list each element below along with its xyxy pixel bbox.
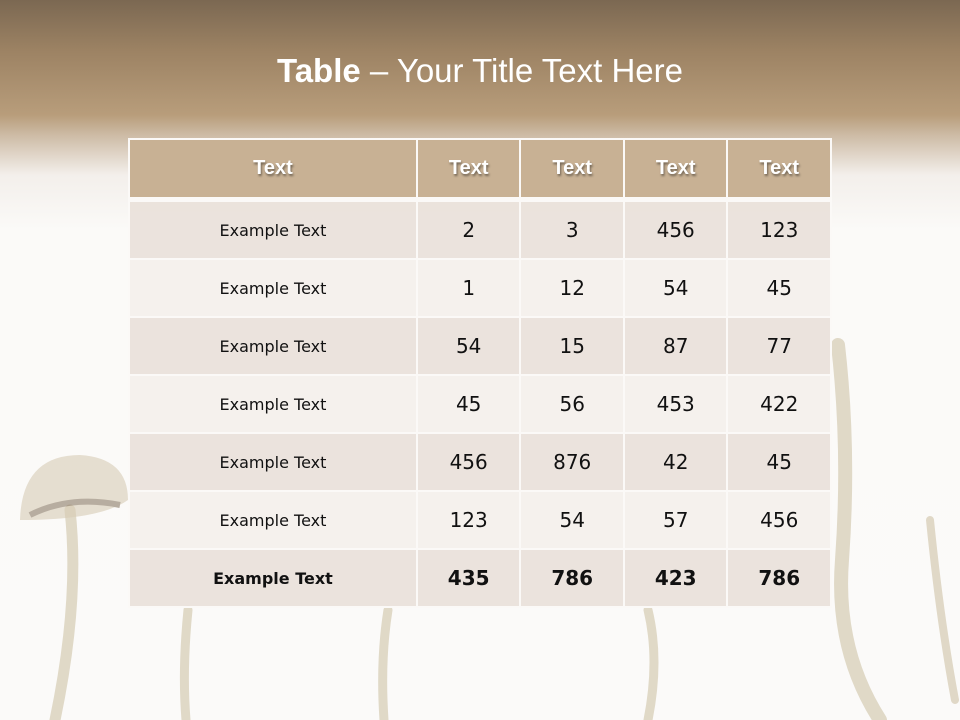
row-label-cell: Example Text [128,374,418,434]
value-cell: 54 [519,490,625,550]
value-cell: 2 [415,198,522,260]
value-cell: 45 [726,432,832,492]
value-cell: 876 [519,432,625,492]
table-header-row: Text Text Text Text Text [128,138,832,202]
value-cell: 12 [519,258,625,318]
value-cell: 1 [415,258,522,318]
value-cell: 456 [726,490,832,550]
value-cell: 422 [726,374,832,434]
value-cell: 786 [726,548,832,608]
table-row: Example Text 45 56 453 422 [128,374,832,434]
value-cell: 87 [622,316,729,376]
table-total-row: Example Text 435 786 423 786 [128,548,832,608]
value-cell: 77 [726,316,832,376]
row-label-cell: Example Text [128,316,418,376]
value-cell: 45 [726,258,832,318]
column-header: Text [622,138,729,202]
column-header: Text [415,138,522,202]
value-cell: 456 [622,198,729,260]
table-row: Example Text 123 54 57 456 [128,490,832,550]
table-row: Example Text 456 876 42 45 [128,432,832,492]
value-cell: 453 [622,374,729,434]
row-label-cell: Example Text [128,198,418,260]
value-cell: 56 [519,374,625,434]
table-row: Example Text 2 3 456 123 [128,198,832,260]
table-row: Example Text 54 15 87 77 [128,316,832,376]
column-header: Text [726,138,832,202]
value-cell: 786 [519,548,625,608]
value-cell: 3 [519,198,625,260]
value-cell: 456 [415,432,522,492]
value-cell: 42 [622,432,729,492]
row-label-cell: Example Text [128,258,418,318]
value-cell: 123 [726,198,832,260]
row-label-cell: Example Text [128,490,418,550]
table-row: Example Text 1 12 54 45 [128,258,832,318]
value-cell: 15 [519,316,625,376]
value-cell: 435 [415,548,522,608]
value-cell: 57 [622,490,729,550]
value-cell: 54 [622,258,729,318]
slide-title: Table – Your Title Text Here [277,52,683,89]
value-cell: 54 [415,316,522,376]
column-header: Text [519,138,625,202]
row-label-cell: Example Text [128,548,418,608]
data-table: Text Text Text Text Text Example Text 2 3 4… [128,138,832,608]
value-cell: 423 [622,548,729,608]
row-label-cell: Example Text [128,432,418,492]
value-cell: 123 [415,490,522,550]
column-header: Text [128,138,418,202]
value-cell: 45 [415,374,522,434]
